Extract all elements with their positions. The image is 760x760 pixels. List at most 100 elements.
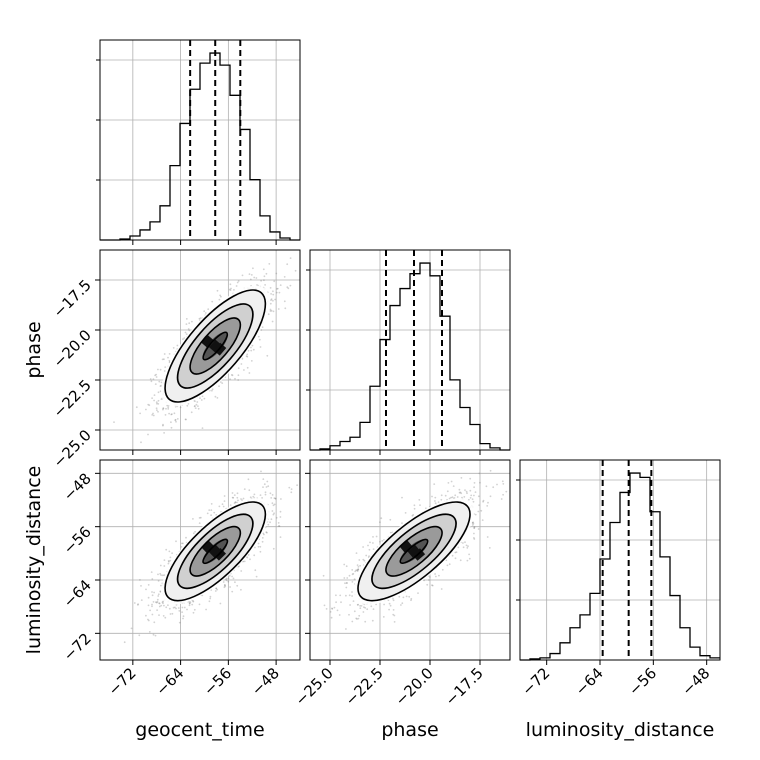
- sample-point: [162, 407, 165, 410]
- sample-point: [151, 613, 154, 616]
- sample-point: [167, 408, 170, 410]
- histogram-bin: [690, 647, 700, 660]
- sample-point: [262, 478, 265, 480]
- sample-point: [219, 381, 222, 383]
- sample-point: [151, 578, 154, 580]
- sample-point: [169, 556, 172, 559]
- sample-point: [158, 614, 160, 616]
- sample-point: [233, 502, 236, 504]
- sample-point: [192, 518, 194, 520]
- sample-point: [211, 388, 214, 390]
- sample-point: [225, 577, 228, 580]
- histogram-bin: [640, 477, 650, 660]
- sample-point: [263, 483, 266, 486]
- histogram-bin: [340, 442, 350, 450]
- sample-point: [246, 366, 249, 369]
- sample-point: [193, 405, 196, 408]
- contour-level-1: [202, 538, 229, 565]
- sample-point: [417, 592, 419, 594]
- sample-point: [325, 608, 328, 610]
- sample-point: [210, 514, 213, 517]
- sample-point: [216, 289, 219, 292]
- sample-point: [410, 597, 413, 600]
- sample-point: [157, 368, 159, 371]
- sample-point: [273, 512, 275, 515]
- sample-point: [252, 267, 254, 270]
- sample-point: [273, 497, 276, 499]
- sample-point: [272, 293, 275, 296]
- sample-point: [157, 399, 160, 402]
- histogram-bin: [450, 380, 460, 450]
- sample-point: [211, 389, 213, 392]
- sample-point: [150, 380, 153, 383]
- sample-point: [151, 397, 154, 399]
- sample-point: [153, 399, 156, 402]
- sample-point: [236, 281, 239, 284]
- sample-point: [243, 488, 246, 490]
- sample-point: [154, 374, 157, 377]
- sample-point: [152, 633, 155, 636]
- sample-point: [259, 346, 262, 348]
- sample-point: [163, 565, 166, 567]
- sample-point: [276, 287, 279, 290]
- sample-point: [243, 560, 246, 563]
- sample-point: [209, 597, 212, 600]
- contour-level-3: [176, 513, 254, 590]
- histogram-bin: [590, 593, 600, 660]
- sample-point: [161, 358, 164, 361]
- density-peak: [201, 540, 215, 554]
- sample-point: [228, 574, 231, 577]
- sample-point: [287, 287, 290, 290]
- sample-point: [272, 290, 274, 293]
- sample-point: [330, 616, 333, 619]
- sample-point: [249, 558, 251, 561]
- sample-point: [253, 276, 256, 279]
- sample-point: [163, 353, 166, 355]
- sample-point: [165, 606, 168, 609]
- histogram-bin: [460, 408, 470, 450]
- sample-point: [278, 291, 281, 294]
- sample-point: [213, 511, 216, 514]
- sample-point: [264, 284, 266, 286]
- sample-point: [290, 488, 293, 490]
- sample-point: [162, 602, 164, 605]
- sample-point: [168, 560, 170, 563]
- sample-point: [194, 530, 197, 533]
- sample-point: [219, 294, 222, 297]
- sample-point: [270, 293, 272, 295]
- sample-point: [247, 478, 250, 481]
- sample-point: [170, 413, 173, 416]
- contour-level-4: [164, 501, 267, 602]
- sample-point: [159, 572, 162, 575]
- sample-point: [178, 610, 181, 612]
- sample-point: [231, 374, 234, 377]
- sample-point: [401, 522, 403, 524]
- sample-point: [162, 600, 165, 603]
- sample-point: [194, 400, 196, 403]
- histogram-bin: [400, 289, 410, 450]
- sample-point: [168, 359, 171, 362]
- sample-point: [163, 559, 166, 561]
- sample-point: [160, 398, 163, 400]
- sample-point: [158, 602, 161, 605]
- histogram-bin: [700, 656, 710, 660]
- sample-point: [198, 603, 201, 606]
- sample-point: [434, 496, 437, 499]
- sample-point: [356, 618, 358, 620]
- sample-point: [249, 278, 252, 281]
- sample-point: [277, 308, 280, 310]
- sample-point: [272, 513, 275, 516]
- sample-point: [170, 421, 172, 424]
- histogram-bin: [200, 63, 210, 240]
- histogram-bin: [600, 559, 610, 660]
- sample-point: [192, 532, 195, 535]
- sample-point: [461, 496, 463, 499]
- sample-point: [237, 367, 240, 370]
- sample-point: [472, 500, 475, 503]
- density-peak: [208, 544, 222, 558]
- sample-point: [163, 574, 166, 577]
- sample-point: [159, 564, 162, 567]
- sample-point: [148, 631, 151, 633]
- sample-point: [246, 353, 249, 356]
- sample-point: [242, 497, 245, 500]
